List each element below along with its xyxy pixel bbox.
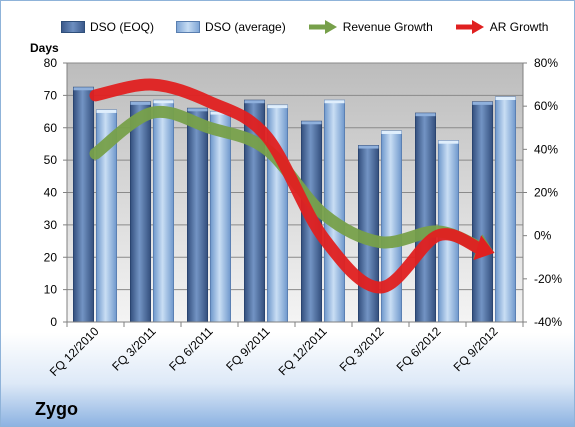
- x-tick-label: FQ 6/2012: [394, 324, 444, 374]
- bar-cap: [267, 105, 288, 109]
- y2-tick-label: 0%: [534, 229, 552, 243]
- x-tick-label: FQ 12/2011: [276, 324, 330, 378]
- x-tick-label: FQ 3/2012: [337, 324, 387, 374]
- y-tick-label: 20: [44, 250, 58, 264]
- bar-cap: [73, 87, 94, 91]
- bar-cap: [187, 108, 208, 112]
- y2-tick-label: 40%: [534, 142, 558, 156]
- bar-dso-eoq: [73, 86, 94, 323]
- bar-cap: [472, 101, 493, 105]
- arrowhead-ar-growth: [473, 235, 495, 261]
- legend-item-dso-average: DSO (average): [176, 20, 286, 34]
- legend-arrow-ar-growth: [455, 20, 484, 34]
- legend-swatch-dso-eoq: [61, 21, 85, 33]
- bar-cap: [358, 145, 379, 149]
- bar-cap: [438, 140, 459, 144]
- y-tick-label: 10: [44, 283, 58, 297]
- legend-swatch-dso-average: [176, 21, 201, 33]
- y-axis-title: Days: [30, 41, 59, 55]
- bar-cap: [324, 100, 345, 104]
- legend: DSO (EOQ) DSO (average) Revenue Growth A…: [61, 18, 570, 36]
- y-tick-label: 60: [44, 121, 58, 135]
- bar-cap: [495, 96, 516, 100]
- bar-dso-eoq: [472, 101, 493, 323]
- y2-tick-label: 60%: [534, 99, 558, 113]
- bar-cap: [244, 100, 265, 104]
- legend-label-dso-average: DSO (average): [205, 20, 286, 34]
- x-tick-label: FQ 12/2010: [47, 324, 102, 379]
- y2-tick-label: -20%: [534, 272, 562, 286]
- bar-dso-average: [210, 111, 231, 323]
- legend-label-dso-eoq: DSO (EOQ): [90, 20, 155, 34]
- y2-tick-label: 20%: [534, 186, 558, 200]
- x-tick-label: FQ 6/2011: [166, 324, 216, 374]
- line-ar-growth: [89, 78, 485, 294]
- y-tick-label: 50: [44, 153, 58, 167]
- legend-item-ar-growth: AR Growth: [455, 20, 549, 34]
- legend-label-revenue-growth: Revenue Growth: [342, 20, 433, 34]
- y2-tick-label: 80%: [534, 56, 558, 70]
- bar-cap: [301, 121, 322, 125]
- bar-cap: [130, 101, 151, 105]
- bar-dso-average: [381, 130, 402, 323]
- y-tick-label: 80: [44, 56, 58, 70]
- bar-dso-eoq: [415, 112, 436, 323]
- legend-item-dso-eoq: DSO (EOQ): [61, 20, 154, 34]
- y-tick-label: 30: [44, 218, 58, 232]
- company-name: Zygo: [35, 399, 78, 419]
- y-tick-label: 0: [50, 315, 57, 329]
- bar-dso-eoq: [130, 101, 151, 323]
- bar-dso-eoq: [187, 107, 208, 323]
- x-tick-label: FQ 9/2011: [223, 324, 273, 374]
- y-tick-label: 40: [44, 186, 58, 200]
- bar-cap: [415, 113, 436, 117]
- bar-dso-average: [153, 99, 174, 323]
- legend-arrow-revenue-growth: [308, 20, 337, 34]
- bar-cap: [153, 100, 174, 104]
- x-tick-label: FQ 3/2011: [109, 324, 159, 374]
- bar-cap: [96, 109, 117, 113]
- legend-item-revenue-growth: Revenue Growth: [308, 20, 433, 34]
- y-tick-label: 70: [44, 88, 58, 102]
- y2-tick-label: -40%: [534, 315, 562, 329]
- bar-cap: [210, 111, 231, 115]
- legend-label-ar-growth: AR Growth: [489, 20, 549, 34]
- x-tick-label: FQ 9/2012: [451, 324, 501, 374]
- bar-dso-average: [495, 96, 516, 323]
- bar-cap: [381, 130, 402, 134]
